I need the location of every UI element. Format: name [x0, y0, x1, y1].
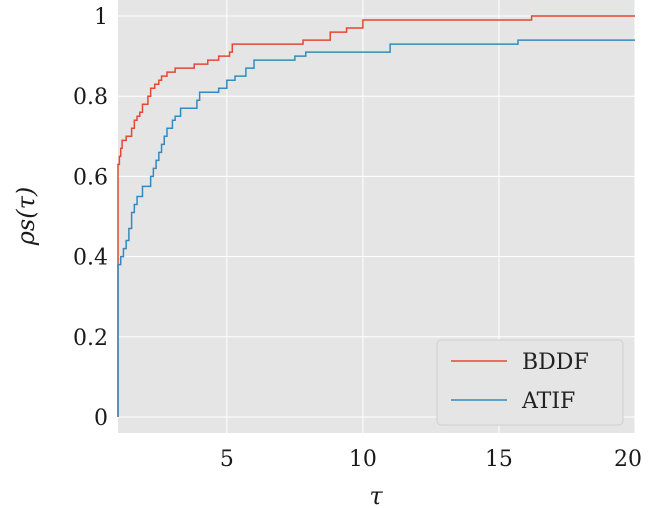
- x-tick-label: 10: [349, 447, 377, 472]
- legend-label-bddf: BDDF: [522, 350, 589, 375]
- series-layer: [117, 15, 635, 417]
- x-tick-label: 20: [614, 447, 642, 472]
- series-line-atif: [117, 39, 635, 417]
- y-axis-ticks: 0 0.2 0.4 0.6 0.8 1: [73, 5, 108, 431]
- y-tick-label: 0: [94, 406, 108, 431]
- x-tick-label: 5: [220, 447, 234, 472]
- y-tick-label: 0.6: [73, 165, 108, 190]
- y-tick-label: 0.8: [73, 85, 108, 110]
- x-axis-label: τ: [369, 482, 383, 508]
- y-tick-label: 1: [94, 5, 108, 30]
- x-tick-label: 15: [485, 447, 513, 472]
- x-axis-ticks: 5 10 15 20: [220, 447, 642, 472]
- y-axis-label: ρs(τ): [12, 187, 40, 246]
- legend-label-atif: ATIF: [521, 389, 575, 414]
- y-tick-label: 0.4: [73, 246, 108, 271]
- grid: [118, 0, 636, 433]
- series-line-bddf: [117, 15, 635, 417]
- legend: BDDF ATIF: [436, 339, 624, 426]
- y-tick-label: 0.2: [73, 326, 108, 351]
